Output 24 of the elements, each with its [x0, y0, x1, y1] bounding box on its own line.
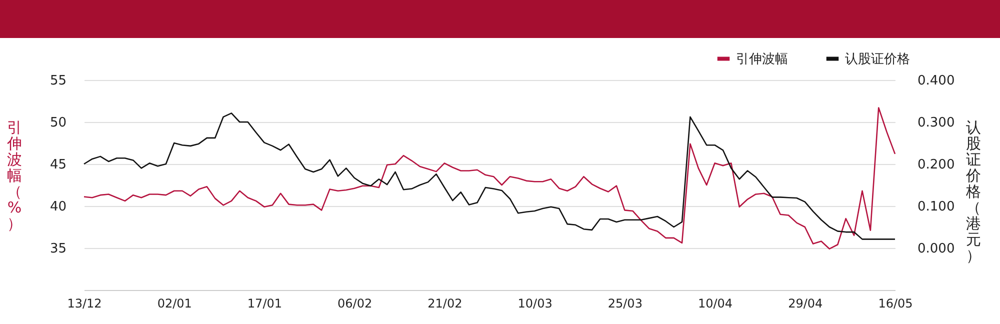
text: 认股证价格（港元） [966, 118, 981, 264]
y2-tick-label: 0.300 [918, 116, 955, 130]
y2-tick-label: 0.000 [918, 242, 955, 256]
x-tick-label: 13/12 [67, 296, 102, 310]
legend-label: 引伸波幅 [736, 52, 788, 67]
x-tick-label: 25/03 [608, 296, 642, 310]
x-tick-label: 06/02 [338, 296, 372, 310]
y-tick-label: 50 [50, 116, 66, 130]
x-tick-label: 21/02 [428, 296, 462, 310]
y2-tick-label: 0.100 [918, 200, 955, 214]
legend-label: 认股证价格 [845, 52, 910, 67]
y2-tick-label: 0.200 [918, 158, 955, 172]
x-tick-label: 10/04 [698, 296, 733, 310]
y2-tick-label: 0.400 [918, 74, 955, 88]
y-tick-label: 45 [50, 158, 66, 172]
x-tick-label: 10/03 [518, 296, 552, 310]
y-axis-title: 引伸波幅（%） [6, 118, 22, 232]
y-tick-label: 35 [50, 242, 66, 256]
y-tick-label: 40 [50, 200, 66, 214]
x-tick-label: 29/04 [788, 296, 823, 310]
x-tick-label: 02/01 [157, 296, 192, 310]
x-tick-label: 16/05 [878, 296, 913, 310]
y-tick-label: 55 [50, 74, 66, 88]
x-tick-label: 17/01 [247, 296, 282, 310]
